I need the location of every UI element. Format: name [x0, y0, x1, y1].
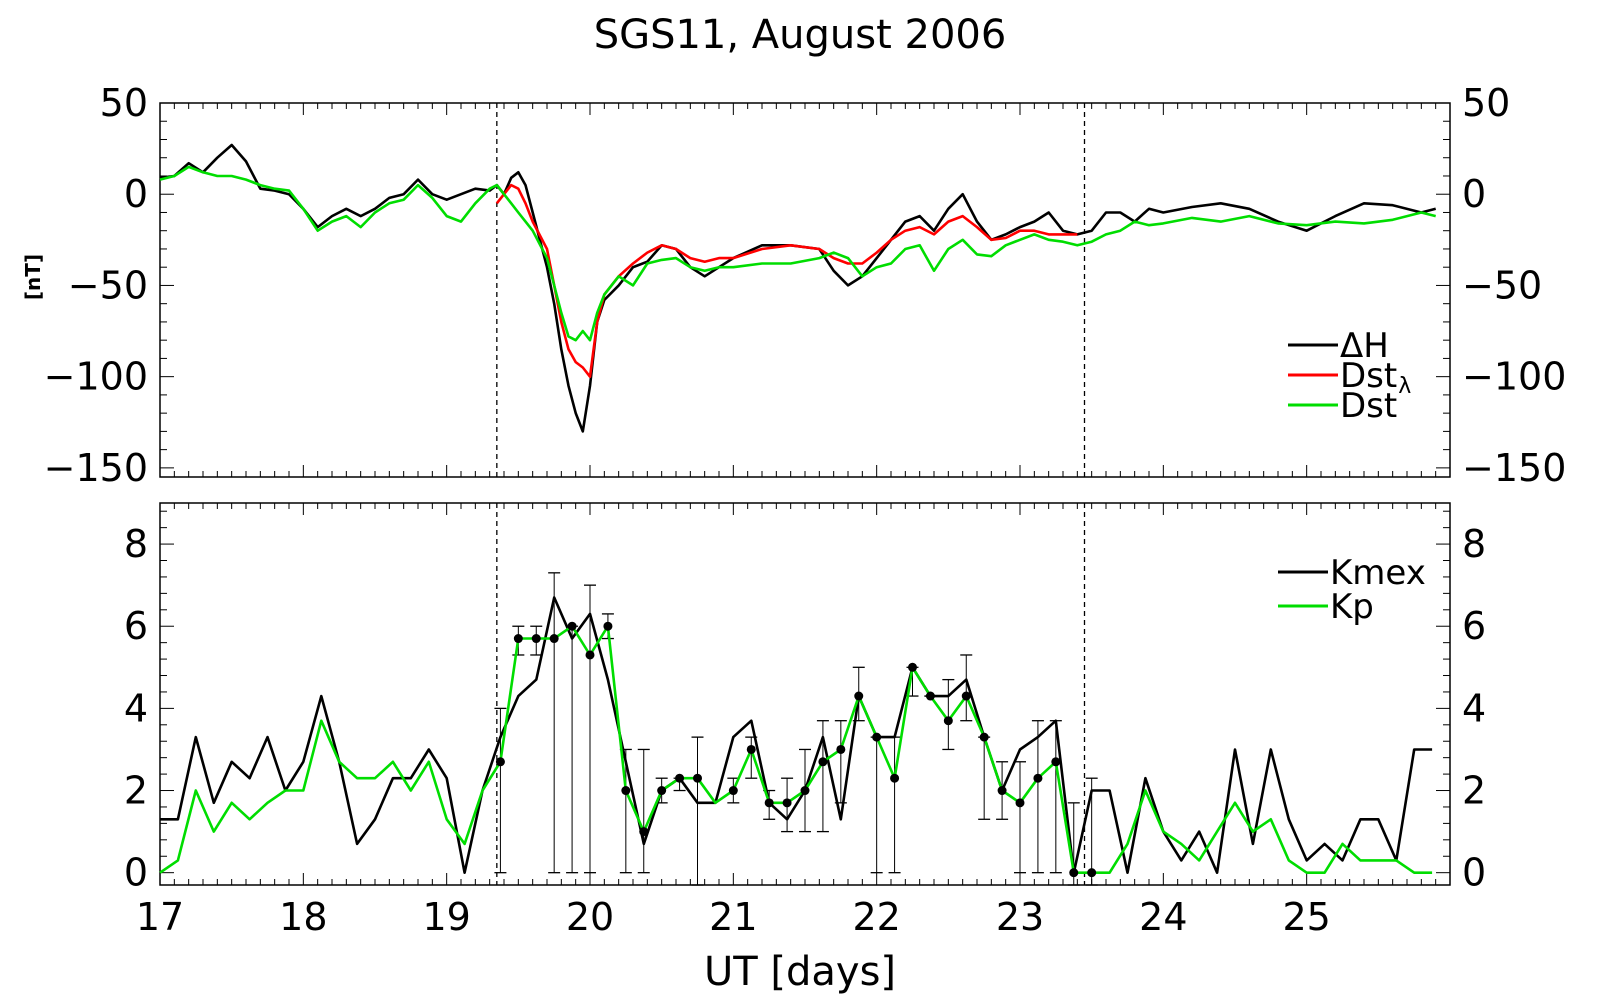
- bottom-ytick-label-left: 6: [124, 604, 148, 648]
- kp-point: [603, 621, 613, 631]
- bottom-ytick-label-left: 2: [124, 769, 148, 813]
- top-ytick-label-right: −150: [1462, 446, 1566, 490]
- kp-point: [890, 773, 900, 783]
- kp-point: [854, 691, 864, 701]
- kp-point: [1087, 868, 1097, 878]
- top-ytick-label-right: 50: [1462, 81, 1510, 125]
- series-line-dH: [159, 143, 1437, 433]
- kp-point: [585, 650, 595, 660]
- xtick-label: 17: [136, 895, 184, 939]
- kp-point: [1069, 868, 1079, 878]
- top-ytick-label-left: −150: [44, 446, 148, 490]
- legend-label-kmex: Kmex: [1330, 553, 1426, 593]
- top-ytick-label-left: −50: [68, 263, 148, 307]
- kp-point: [943, 716, 953, 726]
- legend-sub-dst_lambda: λ: [1398, 374, 1411, 399]
- kp-point: [495, 757, 505, 767]
- figure-title: SGS11, August 2006: [594, 12, 1007, 58]
- series-line-kmex: [160, 596, 1433, 875]
- legend-label-dst_lambda: Dst: [1340, 356, 1397, 396]
- bottom-ytick-label-right: 8: [1462, 522, 1486, 566]
- kp-point: [746, 744, 756, 754]
- bottom-ytick-label-right: 6: [1462, 604, 1486, 648]
- top-frame: [159, 102, 1451, 478]
- legend-label-dst: Dst: [1340, 386, 1397, 426]
- kp-point: [549, 634, 559, 644]
- kp-point: [1051, 757, 1061, 767]
- kp-point: [675, 773, 685, 783]
- kp-point: [513, 634, 523, 644]
- bottom-ytick-label-right: 2: [1462, 769, 1486, 813]
- xtick-label: 19: [422, 895, 470, 939]
- kp-point: [979, 732, 989, 742]
- kp-point: [925, 691, 935, 701]
- kp-point: [728, 786, 738, 796]
- series-line-kp: [159, 624, 1433, 875]
- top-ytick-label-left: −100: [44, 355, 148, 399]
- xtick-label: 22: [852, 895, 900, 939]
- kp-point: [961, 691, 971, 701]
- kp-point: [997, 786, 1007, 796]
- kp-point: [1015, 798, 1025, 808]
- top-ylabel: [nT]: [21, 254, 45, 300]
- xtick-label: 21: [709, 895, 757, 939]
- kp-point: [872, 732, 882, 742]
- kp-point: [782, 798, 792, 808]
- legend-label-kp: Kp: [1330, 587, 1374, 627]
- kp-point: [567, 621, 577, 631]
- kp-point: [764, 798, 774, 808]
- bottom-xlabel: UT [days]: [704, 949, 896, 995]
- series-line-dst_lambda: [495, 183, 1078, 379]
- top-ytick-label-right: 0: [1462, 172, 1486, 216]
- xtick-label: 25: [1282, 895, 1330, 939]
- kp-point: [621, 786, 631, 796]
- kp-point: [639, 827, 649, 837]
- bottom-ytick-label-left: 0: [124, 851, 148, 895]
- series-line-dst: [159, 165, 1437, 342]
- kp-point: [800, 786, 810, 796]
- bottom-ytick-label-right: 0: [1462, 851, 1486, 895]
- bottom-ytick-label-right: 4: [1462, 686, 1486, 730]
- top-ytick-label-left: 50: [100, 81, 148, 125]
- kp-point: [836, 744, 846, 754]
- xtick-label: 23: [996, 895, 1044, 939]
- top-ytick-label-right: −100: [1462, 355, 1566, 399]
- top-ytick-label-right: −50: [1462, 263, 1542, 307]
- xtick-label: 24: [1139, 895, 1187, 939]
- top-ytick-label-left: 0: [124, 172, 148, 216]
- kp-point: [908, 662, 917, 672]
- kp-point: [657, 786, 667, 796]
- kp-point: [531, 634, 541, 644]
- kp-point: [693, 773, 702, 783]
- kp-point: [818, 757, 828, 767]
- xtick-label: 20: [566, 895, 614, 939]
- kp-point: [1033, 773, 1043, 783]
- legend-label-dH: ΔH: [1340, 326, 1389, 366]
- bottom-ytick-label-left: 8: [124, 522, 148, 566]
- xtick-label: 18: [279, 895, 327, 939]
- bottom-ytick-label-left: 4: [124, 686, 148, 730]
